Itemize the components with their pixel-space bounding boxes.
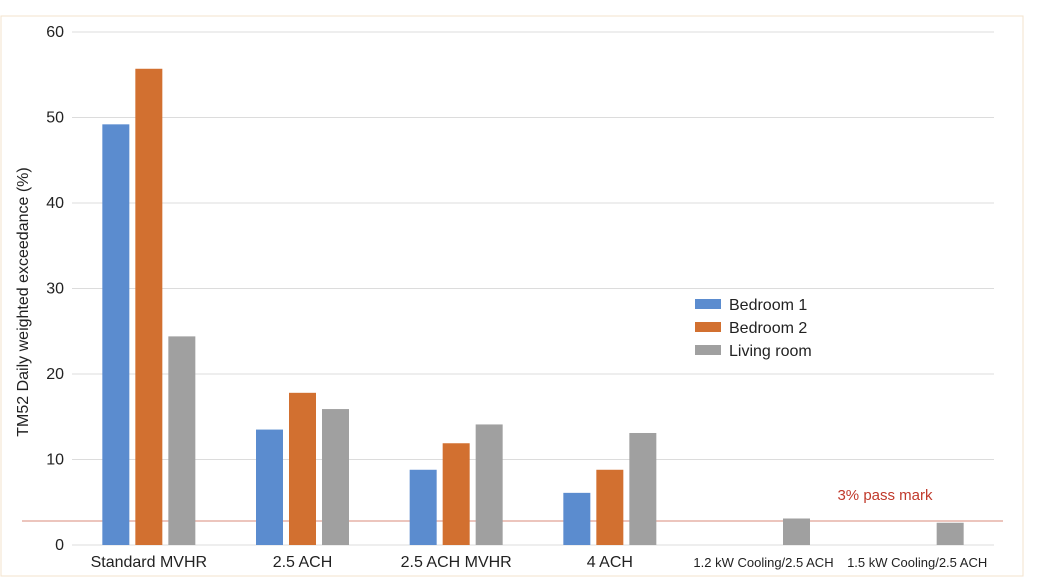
bar-living-room [168, 336, 196, 545]
x-axis-labels: Standard MVHR 2.5 ACH 2.5 ACH MVHR 4 ACH 1.2… [91, 554, 988, 571]
chart-border [0, 15, 1024, 577]
bar-living-room [629, 432, 657, 545]
x-category-label: 4 ACH [587, 554, 633, 571]
x-category-label: 2.5 ACH [273, 554, 333, 571]
legend-label: Living room [729, 343, 812, 360]
y-tick-label: 60 [46, 24, 64, 41]
bars [102, 68, 964, 545]
x-category-label: Standard MVHR [91, 554, 208, 571]
legend-swatch [695, 345, 721, 355]
legend-label: Bedroom 1 [729, 297, 807, 314]
gridlines [72, 31, 994, 546]
bar-bedroom-2 [596, 469, 624, 545]
y-axis-ticks: 0 10 20 30 40 50 60 [46, 24, 64, 554]
y-tick-label: 40 [46, 195, 64, 212]
x-category-label: 2.5 ACH MVHR [401, 554, 512, 571]
x-category-label: 1.5 kW Cooling/2.5 ACH [847, 555, 987, 570]
y-tick-label: 0 [55, 537, 64, 554]
reference-line-label: 3% pass mark [837, 487, 933, 504]
bar-bedroom-1 [409, 469, 437, 545]
bar-bedroom-2 [442, 443, 470, 545]
bar-living-room [475, 424, 503, 545]
bar-bedroom-2 [135, 68, 163, 545]
x-category-label: 1.2 kW Cooling/2.5 ACH [693, 555, 833, 570]
legend: Bedroom 1 Bedroom 2 Living room [695, 297, 812, 360]
legend-label: Bedroom 2 [729, 320, 807, 337]
bar-living-room [783, 518, 810, 545]
bar-bedroom-1 [102, 124, 130, 545]
legend-swatch [695, 299, 721, 309]
y-tick-label: 20 [46, 366, 64, 383]
bar-bedroom-2 [289, 392, 316, 545]
y-tick-label: 30 [46, 281, 64, 298]
legend-swatch [695, 322, 721, 332]
bar-bedroom-1 [256, 429, 283, 545]
bar-living-room [936, 522, 964, 545]
bar-living-room [322, 409, 349, 545]
y-axis-title: TM52 Daily weighted exceedance (%) [15, 167, 32, 436]
y-tick-label: 10 [46, 452, 64, 469]
y-tick-label: 50 [46, 110, 64, 127]
bar-bedroom-1 [563, 492, 591, 545]
